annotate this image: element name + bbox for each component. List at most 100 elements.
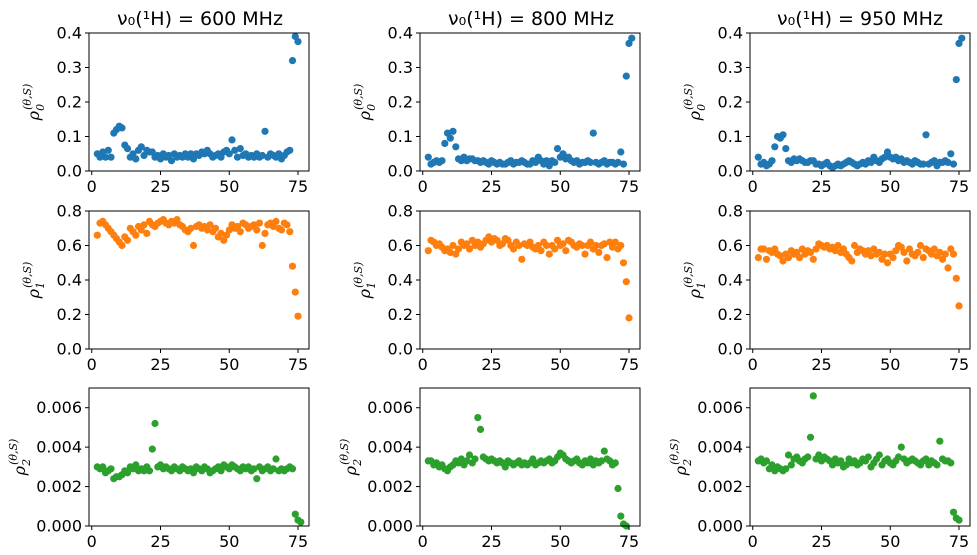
data-point [628, 34, 636, 42]
y-tick-label: 0.3 [718, 58, 743, 77]
data-point [438, 157, 446, 165]
data-point [834, 241, 842, 250]
data-point [782, 465, 790, 473]
data-point [225, 150, 233, 158]
data-point [272, 455, 280, 463]
data-point [784, 451, 793, 459]
data-point [894, 453, 903, 461]
data-point [501, 463, 509, 471]
data-point [864, 453, 872, 461]
x-tick-label: 0 [418, 177, 428, 196]
data-point [529, 455, 537, 463]
data-point [936, 248, 944, 256]
data-point [107, 465, 115, 473]
data-point [542, 241, 551, 250]
data-point [919, 254, 927, 262]
data-point [922, 131, 930, 139]
x-tick-label: 75 [949, 177, 969, 196]
data-point [99, 463, 107, 471]
data-point [782, 145, 790, 153]
data-point [537, 247, 545, 255]
data-point [837, 457, 845, 465]
data-point [446, 134, 454, 142]
data-point [140, 221, 148, 229]
data-point [889, 254, 897, 262]
data-point [167, 157, 176, 165]
x-tick-label: 0 [87, 532, 97, 551]
data-point [603, 254, 611, 262]
x-tick-label: 75 [288, 355, 308, 374]
panel-r0-c1: 0 25 50 75 0.0 0.1 0.2 0.3 0.4 ρ0(θ,S) [352, 24, 641, 196]
data-point [132, 461, 140, 469]
data-point [784, 254, 793, 262]
y-axis-label: ρ0(θ,S) [352, 84, 378, 122]
data-point [914, 248, 922, 256]
data-point [595, 248, 603, 256]
x-tick-label: 25 [150, 177, 170, 196]
x-tick-label: 0 [418, 355, 428, 374]
data-point [476, 425, 485, 433]
data-point [463, 457, 471, 465]
data-point [261, 127, 269, 135]
x-tick-label: 75 [619, 355, 639, 374]
data-point [217, 467, 225, 475]
y-tick-label: 0.000 [36, 517, 82, 536]
data-point [217, 229, 225, 237]
data-point [446, 248, 454, 256]
data-point [474, 414, 482, 422]
data-point [143, 229, 151, 237]
data-point [288, 465, 297, 473]
data-point [449, 127, 457, 135]
data-point [253, 475, 261, 483]
y-tick-label: 0.4 [718, 271, 743, 290]
y-tick-label: 0.4 [57, 24, 82, 43]
data-point [919, 160, 927, 168]
y-tick-label: 0.8 [388, 202, 413, 221]
data-point [551, 158, 559, 166]
data-point [900, 248, 908, 256]
data-point [955, 516, 963, 524]
x-tick-label: 0 [748, 355, 758, 374]
y-tick-label: 0.002 [367, 477, 413, 496]
data-point [518, 255, 526, 263]
axes-frame [419, 210, 641, 350]
x-tick-label: 25 [811, 355, 831, 374]
data-point [189, 241, 198, 250]
y-tick-label: 0.6 [57, 236, 82, 255]
x-tick-label: 50 [550, 177, 570, 196]
y-tick-label: 0.002 [697, 477, 743, 496]
data-point [586, 158, 595, 166]
data-point [258, 241, 266, 250]
x-tick-label: 25 [811, 177, 831, 196]
data-point [441, 139, 449, 147]
data-point [828, 461, 837, 469]
y-tick-label: 0.2 [718, 305, 743, 324]
x-tick-label: 50 [880, 532, 900, 551]
y-tick-label: 0.0 [718, 162, 743, 181]
data-point [795, 254, 804, 262]
data-point [288, 262, 297, 270]
data-point [291, 288, 299, 296]
panel-r2-c0: 0 25 50 75 0.000 0.002 0.004 0.006 ρ2(θ,S) [7, 387, 310, 551]
y-tick-label: 0.2 [388, 305, 413, 324]
data-point [206, 221, 214, 229]
x-tick-label: 0 [748, 532, 758, 551]
y-tick-label: 0.3 [57, 58, 82, 77]
x-tick-label: 25 [150, 532, 170, 551]
data-point [952, 76, 960, 84]
data-point [123, 145, 132, 153]
y-tick-label: 0.2 [718, 93, 743, 112]
y-axis-label: ρ2(θ,S) [7, 439, 33, 477]
data-point [452, 143, 460, 151]
data-point [619, 259, 628, 267]
y-tick-label: 0.6 [388, 236, 413, 255]
data-point [581, 250, 589, 258]
data-point [617, 512, 625, 520]
data-point [283, 221, 291, 229]
data-point [562, 247, 570, 255]
data-point [600, 447, 608, 455]
data-point [947, 459, 955, 467]
data-point [952, 274, 960, 282]
data-point [148, 445, 156, 453]
data-point [291, 510, 299, 518]
